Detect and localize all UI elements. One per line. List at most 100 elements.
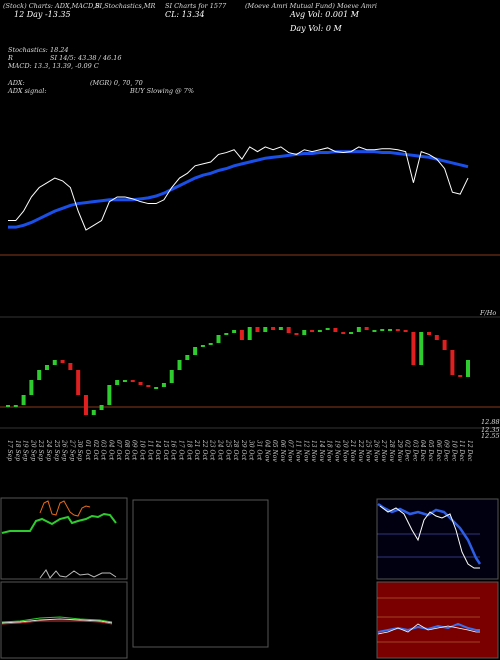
date-tick-label: 25 Sep [53,439,60,461]
date-tick-label: 20 Nov [341,439,348,462]
date-tick-label: 10 Oct [139,440,146,461]
candle [419,332,424,365]
candle [247,327,252,340]
candle [239,330,244,340]
adx-signal-text: BUY Slowing @ 7% [130,87,194,95]
candle [44,365,49,370]
candle [310,330,315,332]
candle [333,328,338,332]
date-tick-label: 21 Oct [193,439,200,461]
date-tick-label: 03 Dec [411,440,418,462]
candle [208,343,213,345]
macd-readout: MACD: 13.3, 13.39, -0.09 C [8,62,99,70]
date-tick-label: 29 Nov [396,439,403,462]
date-tick-label: 11 Dec [458,440,465,462]
header-title-2: SI,Stochastics,MR [95,2,156,10]
date-tick-label: 02 Oct [92,440,99,461]
candle [169,370,174,383]
date-tick-label: 24 Sep [45,439,52,461]
date-tick-label: 11 Oct [146,440,153,461]
candle [185,355,190,360]
date-tick-label: 29 Oct [240,439,247,461]
date-tick-label: 18 Oct [185,440,192,461]
date-tick-label: 14 Nov [318,440,325,462]
date-tick-label: 07 Nov [287,440,294,462]
candle [60,360,65,363]
date-tick-label: 01 Oct [84,440,91,461]
header-title-3: SI Charts for 1577 [165,2,227,10]
close-price: CL: 13.34 [165,10,205,19]
candle [6,405,10,407]
candle [427,332,432,335]
date-tick-label: 31 Oct [255,440,262,461]
date-tick-label: 24 Oct [217,439,224,461]
candle [380,329,385,331]
candle [356,327,361,332]
date-tick-label: 23 Sep [37,439,44,461]
candle [255,327,260,332]
macd-white-line [1,618,113,624]
candle [372,330,377,332]
r-label: R [8,54,13,62]
adx-label: ADX: [8,79,25,87]
date-tick-label: 22 Nov [357,439,364,462]
date-tick-label: 03 Oct [100,440,107,461]
date-tick-label: 06 Dec [435,440,442,462]
candle [52,360,57,365]
candle [21,395,26,405]
candle [200,345,205,347]
date-tick-label: 05 Nov [271,440,278,462]
date-tick-label: 22 Oct [201,439,208,461]
candle [37,370,42,380]
date-tick-label: 10 Dec [450,440,457,462]
candle [154,387,159,389]
candle [271,327,276,330]
macd-panel [0,581,128,659]
candle [91,410,96,415]
candle [99,405,104,410]
stoch-white-line [379,505,480,569]
avg-volume: Avg Vol: 0.001 M [290,10,359,19]
date-tick-label: 28 Oct [232,439,239,461]
candle [294,333,299,335]
candle [115,380,120,385]
candle [161,383,166,387]
date-tick-label: 27 Nov [380,439,387,462]
date-tick-label: 21 Nov [349,439,356,462]
rsi-readout: SI 14/5: 43.38 / 46.16 [50,54,122,62]
date-tick-label: 26 Nov [372,439,379,462]
candle [302,330,307,335]
candle [442,340,447,350]
candle [138,382,143,385]
candle [278,327,283,330]
candle [13,405,18,407]
candle [395,329,400,331]
adx-green-line [1,512,117,534]
candle [122,380,127,382]
date-tick-label: 09 Dec [443,440,450,462]
date-tick-label: 30 Sep [76,440,83,461]
right-label-2: 12.35 [481,426,500,434]
date-tick-label: 25 Nov [365,439,372,462]
candle [146,385,151,387]
date-tick-label: 25 Oct [224,439,231,461]
date-tick-label: 17 Sep [6,440,13,461]
intraday-panel [132,499,269,648]
stoch-blue-line [377,502,482,565]
candle [193,347,198,355]
date-tick-label: 05 Dec [427,440,434,462]
date-tick-label: 17 Oct [178,440,185,461]
date-tick-label: 12 Dec [466,440,473,462]
candle [130,380,135,382]
adx-gray-line [39,569,117,579]
date-tick-label: 11 Nov [294,440,301,462]
date-tick-label: 06 Nov [279,440,286,462]
candle [434,335,439,340]
adx-signal-label: ADX signal: [8,87,47,95]
candle [317,330,322,332]
candle [263,327,268,332]
date-tick-label: 16 Oct [170,440,177,461]
date-tick-label: 12 Nov [302,440,309,462]
candle [29,380,34,395]
